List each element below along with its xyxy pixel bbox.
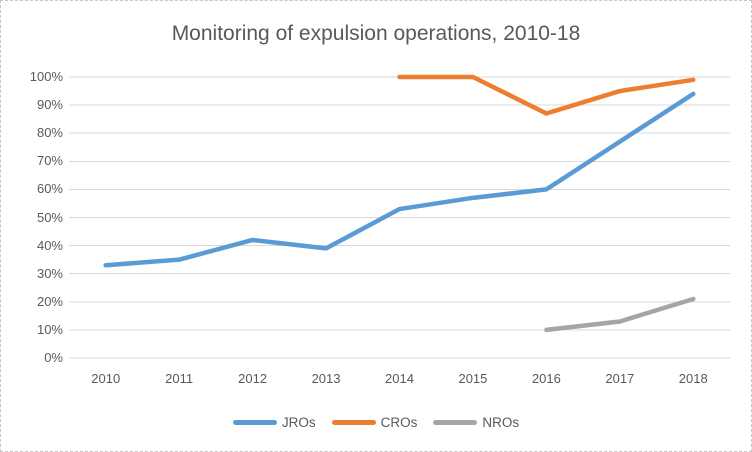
y-axis-tick-label: 90% (36, 97, 63, 113)
x-axis-tick-label: 2016 (531, 371, 561, 386)
y-axis-tick-label: 0% (44, 350, 63, 365)
legend-swatch-icon (232, 420, 277, 425)
x-axis-tick-label: 2018 (678, 371, 708, 386)
x-axis-tick-label: 2013 (311, 371, 341, 386)
series-line-jros (103, 91, 696, 268)
legend-label: CROs (380, 415, 418, 430)
legend-item-cros: CROs (331, 415, 418, 430)
x-axis-tick-label: 2015 (458, 371, 488, 386)
x-axis-tick-label: 2017 (605, 371, 635, 386)
series-line-nros (544, 296, 696, 333)
chart-title: Monitoring of expulsion operations, 2010… (171, 22, 581, 45)
x-axis-tick-label: 2014 (385, 371, 414, 386)
x-axis-tick-label: 2010 (91, 371, 121, 386)
legend-swatch-icon (331, 420, 376, 425)
legend-item-nros: NROs (433, 415, 519, 430)
legend-item-jros: JROs (232, 415, 316, 430)
y-axis-tick-label: 10% (36, 321, 63, 337)
y-axis-tick-label: 40% (36, 237, 63, 253)
y-axis-tick-label: 50% (36, 209, 63, 225)
legend-swatch-icon (433, 420, 478, 425)
series-line-cros (397, 74, 696, 116)
y-axis-tick-label: 60% (36, 181, 63, 197)
y-axis-tick-label: 30% (36, 265, 63, 281)
y-axis-tick-label: 70% (36, 153, 63, 169)
legend-label: NROs (482, 415, 520, 430)
y-axis-tick-label: 100% (29, 69, 63, 84)
y-axis-tick-label: 20% (36, 293, 63, 309)
chart-legend: JROs CROs NROs (1, 415, 751, 430)
legend-label: JROs (281, 415, 316, 430)
x-axis-tick-label: 2011 (165, 371, 194, 386)
x-axis-tick-label: 2012 (238, 371, 268, 386)
y-axis-tick-label: 80% (36, 125, 63, 141)
